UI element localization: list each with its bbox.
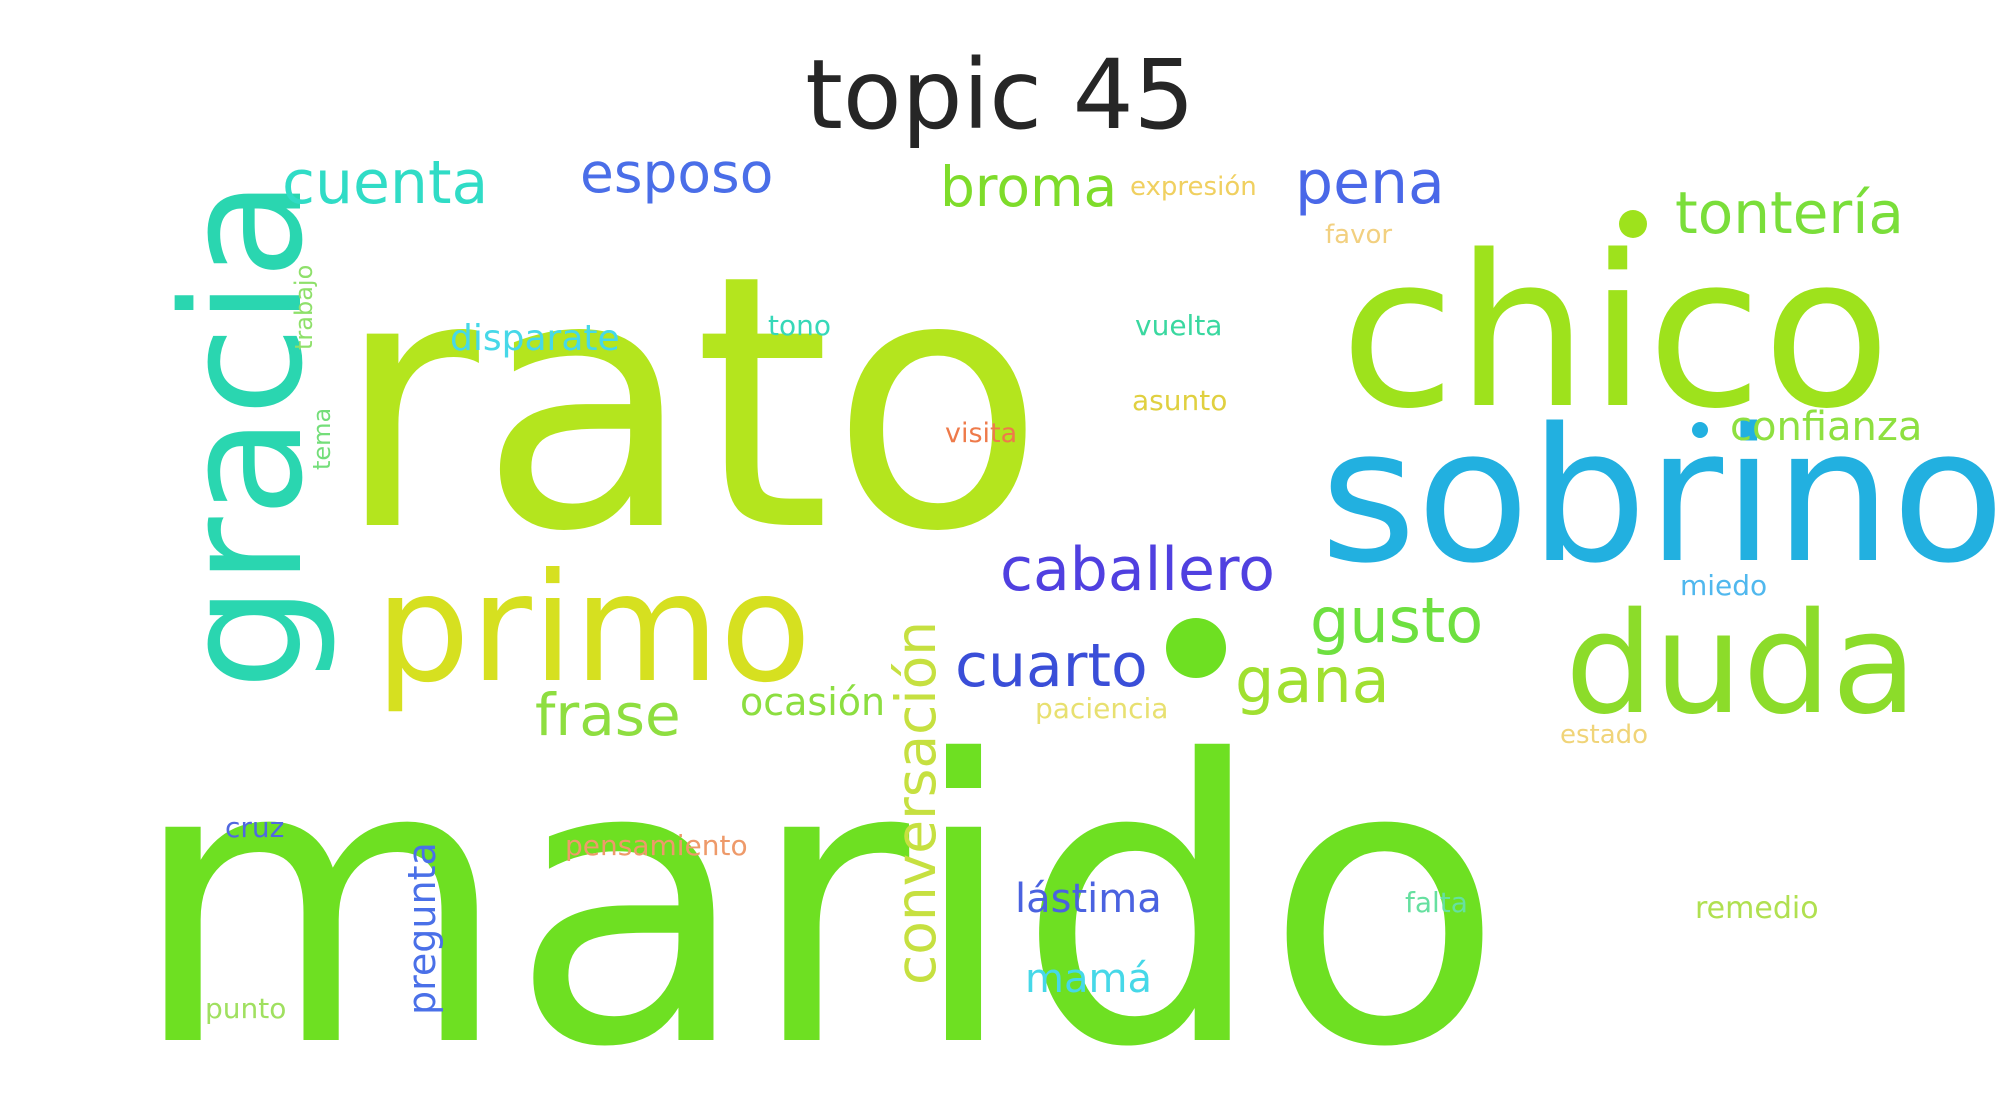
word-remedio: remedio (1695, 891, 1819, 926)
word-visita: visita (945, 418, 1017, 449)
word-pena: pena (1295, 148, 1445, 218)
word-expresión: expresión (1130, 172, 1257, 202)
word-rato: rato (335, 200, 1045, 608)
word-broma: broma (940, 155, 1117, 219)
word-gana: gana (1235, 644, 1390, 717)
word-asunto: asunto (1132, 384, 1227, 417)
word-falta: falta (1405, 886, 1468, 919)
figure-title: topic 45 (805, 39, 1195, 151)
word-trabajo: trabajo (290, 265, 318, 350)
word-tontería: tontería (1675, 179, 1904, 247)
word-cuenta: cuenta (282, 148, 488, 218)
word-frase: frase (535, 681, 681, 749)
word-caballero: caballero (1000, 535, 1275, 605)
word-estado: estado (1560, 720, 1648, 750)
word-miedo: miedo (1680, 569, 1767, 602)
dot-mark (1692, 422, 1708, 438)
word-ocasión: ocasión (740, 680, 885, 724)
word-conversación: conversación (884, 621, 948, 985)
word-primo: primo (375, 542, 811, 716)
dot-mark (1166, 618, 1226, 678)
word-esposo: esposo (580, 141, 773, 205)
word-paciencia: paciencia (1035, 692, 1168, 725)
word-pregunta: pregunta (400, 842, 444, 1015)
word-confianza: confianza (1730, 404, 1922, 450)
word-sobrino: sobrino (1320, 388, 2000, 604)
word-mamá: mamá (1025, 956, 1152, 1002)
word-punto: punto (205, 992, 286, 1025)
word-vuelta: vuelta (1135, 309, 1222, 342)
word-lástima: lástima (1015, 876, 1162, 922)
word-chico: chico (1340, 210, 1891, 455)
word-marido: marido (130, 678, 1504, 1100)
word-favor: favor (1325, 220, 1392, 250)
word-pensamiento: pensamiento (565, 829, 748, 862)
word-duda: duda (1565, 583, 1917, 746)
word-disparate: disparate (450, 318, 620, 359)
word-tema: tema (308, 408, 336, 470)
dot-mark (1619, 210, 1647, 238)
word-cuarto: cuarto (955, 631, 1148, 701)
word-cruz: cruz (225, 811, 284, 844)
word-tono: tono (768, 309, 831, 342)
word-gusto: gusto (1310, 584, 1483, 657)
word-gracia: gracia (147, 179, 339, 690)
